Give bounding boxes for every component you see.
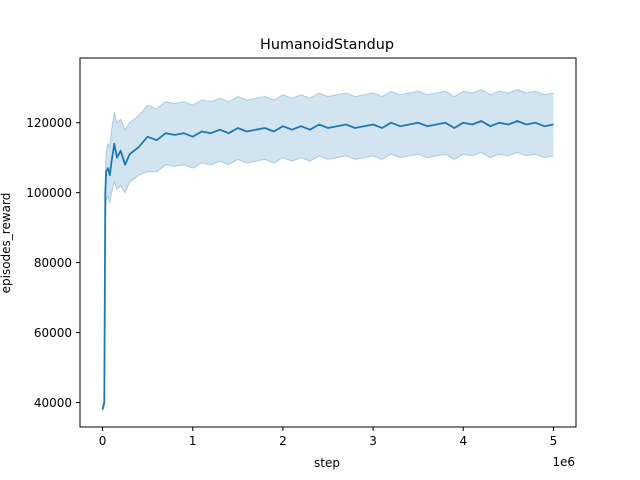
y-tick-label: 80000 [34,256,72,270]
y-tick-label: 40000 [34,396,72,410]
confidence-band [102,89,554,412]
x-axis-label: step [314,456,340,470]
x-tick-label: 1 [189,434,197,448]
x-tick-label: 2 [279,434,287,448]
plot-frame [79,57,577,428]
confidence-band-lower-edge [102,151,554,412]
x-tick-label: 4 [459,434,467,448]
chart-title: HumanoidStandup [260,37,394,53]
y-axis: 40000 60000 80000 100000 120000 [26,116,80,410]
x-tick-label: 0 [99,434,107,448]
x-axis: 0 1 2 3 4 5 [99,427,558,448]
x-tick-label: 5 [550,434,558,448]
plot-area [101,88,554,412]
x-axis-offset-text: 1e6 [552,455,575,469]
confidence-band-upper-edge [102,88,554,407]
y-tick-label: 100000 [26,186,72,200]
mean-reward-line [101,120,554,410]
x-tick-label: 3 [369,434,377,448]
y-tick-label: 120000 [26,116,72,130]
y-axis-label: episodes_reward [0,193,13,294]
y-tick-label: 60000 [34,326,72,340]
